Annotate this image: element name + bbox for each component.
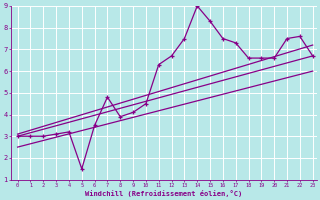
X-axis label: Windchill (Refroidissement éolien,°C): Windchill (Refroidissement éolien,°C) <box>85 190 243 197</box>
